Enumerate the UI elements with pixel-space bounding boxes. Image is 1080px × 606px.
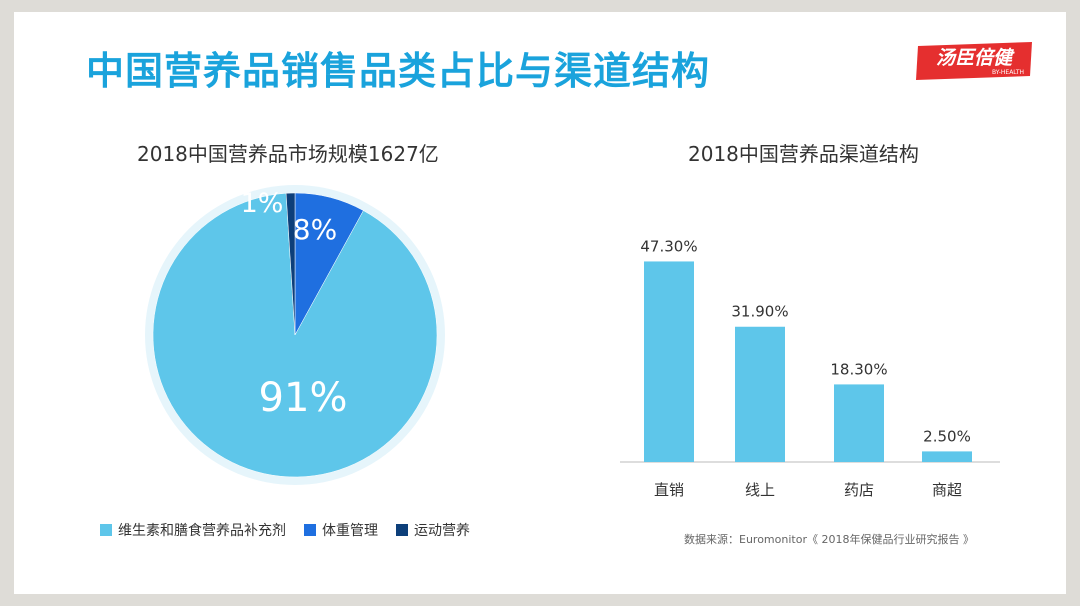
bar-value-label: 18.30% (830, 360, 887, 378)
bar (735, 326, 785, 462)
x-tick-label: 线上 (745, 481, 775, 499)
bar (922, 451, 972, 462)
page-title: 中国营养品销售品类占比与渠道结构 (86, 49, 711, 93)
bar-value-label: 47.30% (640, 237, 697, 255)
pie-slice (152, 193, 438, 478)
pie-slice-label: 1% (241, 188, 284, 219)
x-tick-label: 药店 (844, 481, 874, 499)
pie-chart: 91% 8% 1% (145, 185, 445, 485)
bar (834, 384, 884, 462)
source-note: 数据来源：Euromonitor《 2018年保健品行业研究报告 》 (684, 533, 974, 546)
brand-logo: 汤臣倍健 BY-HEALTH (916, 42, 1032, 80)
brand-logo-text: 汤臣倍健 (936, 47, 1015, 69)
pie-chart-title: 2018中国营养品市场规模1627亿 (137, 142, 439, 166)
pie-slice (285, 192, 296, 336)
bar-value-label: 31.90% (731, 303, 788, 321)
legend-swatch (100, 524, 112, 536)
legend-label: 运动营养 (414, 523, 470, 539)
bar-value-label: 2.50% (923, 427, 971, 445)
pie-slice-label: 91% (259, 375, 348, 421)
x-tick-label: 商超 (932, 481, 962, 499)
brand-logo-subtext: BY-HEALTH (992, 69, 1024, 76)
x-tick-label: 直销 (654, 481, 684, 499)
legend-label: 体重管理 (322, 523, 378, 539)
legend-item-vitamins: 维生素和膳食营养品补充剂 (100, 520, 286, 540)
pie-legend: 维生素和膳食营养品补充剂 体重管理 运动营养 (100, 520, 470, 540)
bar (644, 261, 694, 462)
legend-item-sports: 运动营养 (396, 520, 470, 540)
pie-slice-label: 8% (293, 213, 337, 246)
legend-item-weight: 体重管理 (304, 520, 378, 540)
legend-swatch (396, 524, 408, 536)
legend-swatch (304, 524, 316, 536)
legend-label: 维生素和膳食营养品补充剂 (118, 523, 286, 539)
bar-chart-title: 2018中国营养品渠道结构 (688, 142, 919, 166)
bar-chart: 47.30% 直销 31.90% 线上 18.30% 药店 2.50% 商超 (620, 237, 1000, 499)
